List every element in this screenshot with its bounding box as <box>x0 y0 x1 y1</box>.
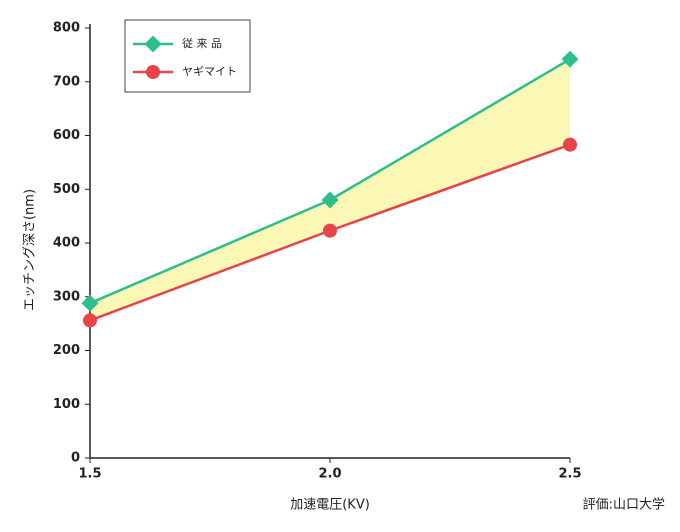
point <box>561 50 579 68</box>
y-tick-label: 500 <box>53 182 80 197</box>
x-axis-label: 加速電圧(KV) <box>290 498 370 513</box>
point <box>321 191 339 209</box>
point <box>83 313 97 328</box>
y-tick-label: 300 <box>53 289 80 304</box>
y-axis-label: エッチング深さ(nm) <box>23 189 38 311</box>
x-tick-label: 1.5 <box>78 467 101 482</box>
y-tick-label: 800 <box>53 21 80 36</box>
point <box>563 137 577 152</box>
y-tick-label: 700 <box>53 74 80 89</box>
point <box>323 223 337 238</box>
fill-between <box>90 59 570 321</box>
series-line <box>89 58 571 305</box>
point <box>81 294 99 312</box>
annotation: 評価:山口大学 <box>583 497 665 513</box>
y-tick-label: 600 <box>53 128 80 143</box>
legend-box <box>124 19 251 93</box>
legend-label: 従 来 品 <box>182 37 222 50</box>
legend-marker <box>146 65 160 79</box>
y-tick-label: 100 <box>53 397 80 412</box>
legend-label: ヤギマイト <box>182 65 237 78</box>
y-tick-label: 400 <box>53 236 80 251</box>
x-tick-label: 2.5 <box>558 467 581 482</box>
y-tick-label: 0 <box>71 451 80 466</box>
y-tick-label: 200 <box>53 343 80 358</box>
x-tick-label: 2.0 <box>318 467 341 482</box>
